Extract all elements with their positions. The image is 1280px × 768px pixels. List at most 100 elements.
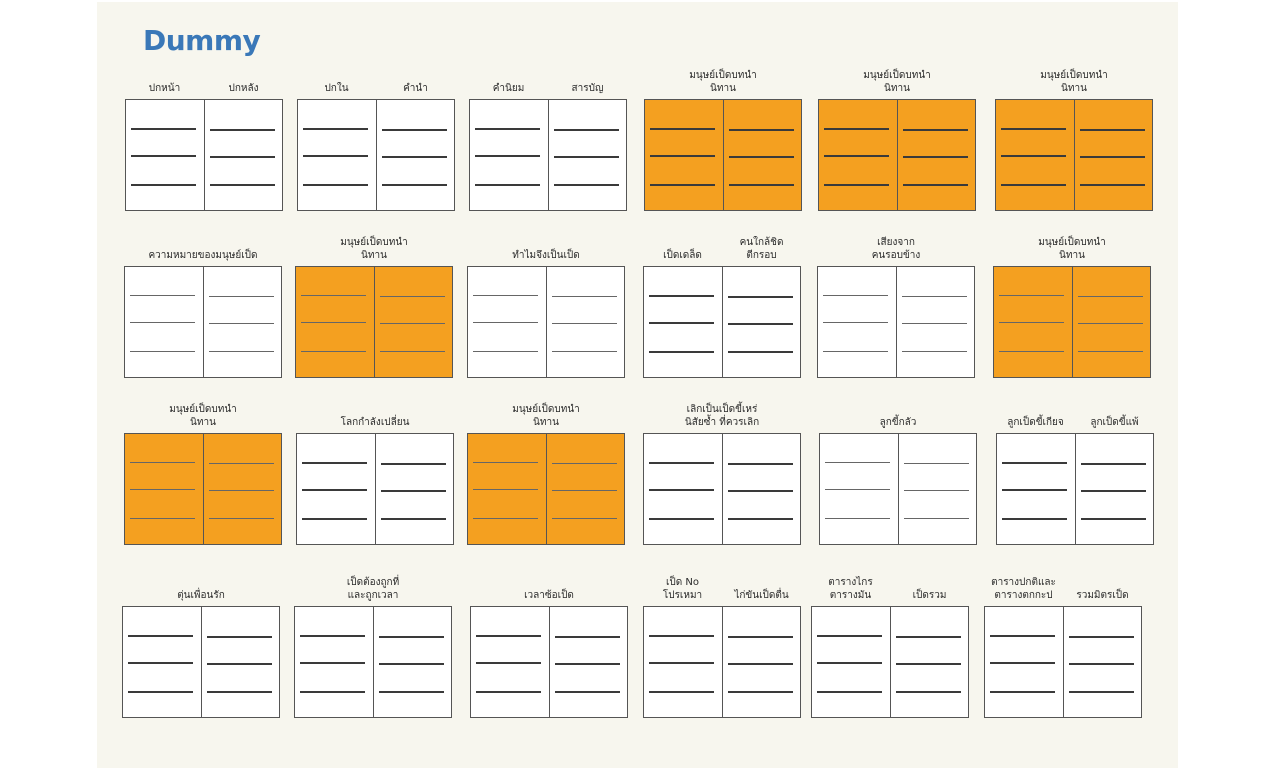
left-page-text-line <box>130 322 195 323</box>
right-page-text-line <box>896 636 961 638</box>
spine-line <box>896 267 897 377</box>
spine-line <box>374 267 375 377</box>
left-page-text-line <box>999 322 1064 323</box>
right-page-text-line <box>207 663 272 665</box>
left-page-text-line <box>1002 518 1067 520</box>
left-page-text-line <box>130 351 195 352</box>
spine-line <box>376 100 377 210</box>
right-page-label: รวมมิตรเป็ด <box>1076 590 1129 601</box>
left-page-label: ตารางปกติและ ตารางตกกะป <box>991 577 1056 601</box>
left-page-text-line <box>301 351 366 352</box>
spine-line <box>549 607 550 717</box>
right-page-text-line <box>729 184 794 186</box>
spread-label: ตุ่นเพื่อนรัก <box>177 590 225 601</box>
spread-pages <box>467 433 625 545</box>
spread-pages <box>818 99 976 211</box>
right-page-text-line <box>209 351 274 352</box>
right-page-text-line <box>210 184 275 186</box>
spread-pages <box>124 266 282 378</box>
left-page-label: คำนิยม <box>492 83 525 94</box>
spine-line <box>723 100 724 210</box>
right-page-text-line <box>382 129 447 131</box>
spread-11: เสียงจาก คนรอบข้าง <box>817 217 975 378</box>
spread-label: มนุษย์เป็ดบทนำ นิทาน <box>169 404 237 428</box>
left-page-text-line <box>130 295 195 296</box>
right-page-text-line <box>1081 463 1146 465</box>
spread-label: เวลาซ้อเป็ด <box>524 590 574 601</box>
spine-line <box>546 267 547 377</box>
right-page-label: ลูกเป็ดขี้แพ้ <box>1090 417 1139 428</box>
spread-label: เลิกเป็นเป็ดขี้เหร่ นิสัยซ้ำ ที่ควรเลิก <box>684 404 760 428</box>
right-page-text-line <box>552 296 617 297</box>
spread-pages <box>467 266 625 378</box>
left-page-text-line <box>131 128 196 130</box>
left-page-text-line <box>300 635 365 637</box>
right-page-text-line <box>207 636 272 638</box>
right-page-text-line <box>1069 663 1134 665</box>
right-page-text-line <box>209 490 274 491</box>
right-page-label: คำนำ <box>403 83 428 94</box>
left-page-text-line <box>475 155 540 157</box>
spread-pages <box>470 606 628 718</box>
right-page-label: เป็ดรวม <box>912 590 947 601</box>
left-page-label: เป็ดเดล็ด <box>663 250 702 261</box>
spread-19: ตุ่นเพื่อนรัก <box>122 564 280 718</box>
left-page-text-line <box>649 691 714 693</box>
left-page-text-line <box>476 691 541 693</box>
right-page-text-line <box>903 129 968 131</box>
right-page-text-line <box>381 518 446 520</box>
right-page-label: คนใกล้ชิด ตีกรอบ <box>739 237 784 261</box>
left-page-text-line <box>649 635 714 637</box>
spread-label: มนุษย์เป็ดบทนำ นิทาน <box>512 404 580 428</box>
right-page-text-line <box>728 323 793 325</box>
left-page-text-line <box>302 518 367 520</box>
right-page-text-line <box>1069 636 1134 638</box>
spread-pages <box>643 433 801 545</box>
left-page-text-line <box>130 489 195 490</box>
spine-line <box>548 100 549 210</box>
right-page-text-line <box>380 296 445 297</box>
spread-pages <box>125 99 283 211</box>
left-page-text-line <box>473 518 538 519</box>
right-page-text-line <box>1080 156 1145 158</box>
left-page-text-line <box>825 518 890 519</box>
spread-3: คำนิยม สารบัญ <box>469 56 627 211</box>
spine-line <box>203 434 204 544</box>
left-page-text-line <box>301 295 366 296</box>
left-page-label: ตารางไกร ตารางมัน <box>828 577 873 601</box>
spread-pages <box>811 606 969 718</box>
left-page-text-line <box>302 489 367 491</box>
left-page-text-line <box>475 184 540 186</box>
right-page-text-line <box>728 691 793 693</box>
right-page-text-line <box>1080 184 1145 186</box>
right-page-text-line <box>209 296 274 297</box>
right-page-text-line <box>728 518 793 520</box>
spread-8: มนุษย์เป็ดบทนำ นิทาน <box>295 217 453 378</box>
left-page-text-line <box>473 322 538 323</box>
left-page-text-line <box>473 351 538 352</box>
left-page-text-line <box>999 295 1064 296</box>
spine-line <box>1074 100 1075 210</box>
spread-15: มนุษย์เป็ดบทนำ นิทาน <box>467 387 625 545</box>
spread-label: มนุษย์เป็ดบทนำ นิทาน <box>863 70 931 94</box>
right-page-text-line <box>1078 296 1143 297</box>
left-page-text-line <box>823 295 888 296</box>
right-page-text-line <box>552 323 617 324</box>
left-page-text-line <box>303 155 368 157</box>
right-page-text-line <box>552 463 617 464</box>
spread-pages <box>984 606 1142 718</box>
left-page-text-line <box>649 322 714 324</box>
left-page-text-line <box>128 691 193 693</box>
spine-line <box>1075 434 1076 544</box>
right-page-text-line <box>555 663 620 665</box>
right-page-text-line <box>896 663 961 665</box>
spread-7: ความหมายของมนุษย์เป็ด <box>124 217 282 378</box>
page-title: Dummy <box>143 24 261 57</box>
right-page-text-line <box>904 463 969 464</box>
spine-line <box>722 434 723 544</box>
right-page-label: สารบัญ <box>571 83 604 94</box>
right-page-text-line <box>209 518 274 519</box>
left-page-text-line <box>649 662 714 664</box>
spread-pages <box>469 99 627 211</box>
spread-14: โลกกำลังเปลี่ยน <box>296 387 454 545</box>
